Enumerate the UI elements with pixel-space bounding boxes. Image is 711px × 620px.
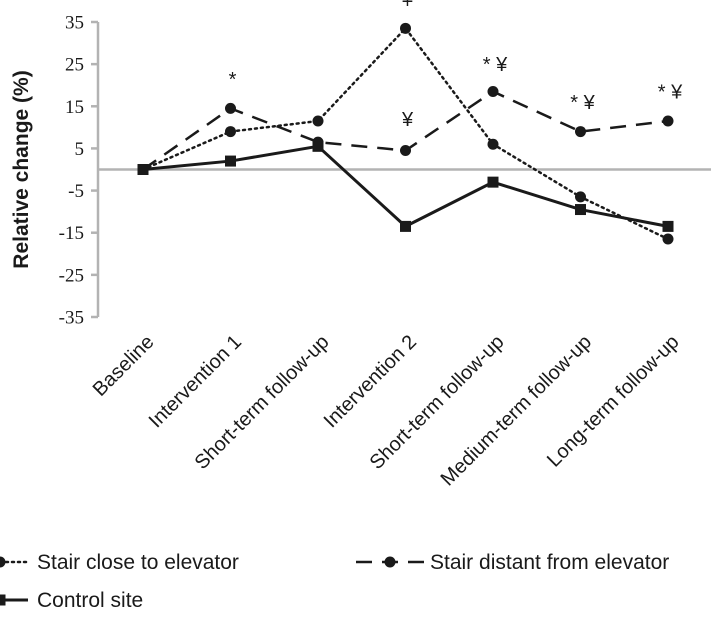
y-tick-label: 5 <box>75 139 85 160</box>
data-point <box>225 102 236 114</box>
data-point <box>575 126 586 138</box>
data-point <box>487 138 499 150</box>
series-line <box>142 144 669 229</box>
series-0 <box>137 22 674 245</box>
legend-item-2: Control site <box>0 589 143 612</box>
y-tick-label: 35 <box>65 13 84 34</box>
data-point <box>400 220 411 232</box>
annotation-layer: * + ¥ * ¥ * ¥ * ¥ <box>229 0 684 131</box>
y-tick-label: -15 <box>59 223 84 244</box>
significance-annotation: * ¥ <box>658 82 683 104</box>
data-point <box>487 176 499 188</box>
data-point <box>312 136 324 148</box>
legend-item-0: Stair close to elevator <box>0 551 239 574</box>
series-line <box>141 26 670 241</box>
y-tick-label: -35 <box>59 308 84 329</box>
data-point <box>312 115 324 127</box>
y-tick-label: -25 <box>59 265 84 286</box>
data-point <box>487 86 499 98</box>
data-point <box>137 164 149 175</box>
y-tick-label: -5 <box>68 181 84 202</box>
legend-swatch-marker <box>0 556 6 568</box>
y-axis: 35 25 15 5 -5 -15 -25 -35 <box>59 13 100 329</box>
legend-swatch-marker <box>0 594 6 606</box>
legend-swatch-marker <box>384 556 396 568</box>
data-point <box>400 22 411 34</box>
data-point <box>662 220 674 232</box>
data-point <box>662 233 674 245</box>
legend: Stair close to elevator Stair distant fro… <box>0 551 669 612</box>
significance-annotation: + <box>402 0 414 13</box>
significance-annotation: * ¥ <box>570 92 595 114</box>
significance-annotation: * <box>229 69 237 91</box>
series-layer <box>137 22 674 245</box>
data-point <box>225 155 236 167</box>
y-tick-label: 25 <box>65 55 84 76</box>
data-point <box>575 191 586 203</box>
data-point <box>662 115 674 127</box>
legend-label: Control site <box>37 589 143 612</box>
data-point <box>575 204 586 216</box>
data-point <box>225 126 236 138</box>
legend-item-1: Stair distant from elevator <box>356 551 669 574</box>
significance-annotation: ¥ <box>401 109 414 131</box>
data-point <box>400 145 411 157</box>
legend-label: Stair close to elevator <box>37 551 239 574</box>
x-tick-label: Baseline <box>89 331 159 401</box>
y-tick-label: 15 <box>65 97 84 118</box>
x-tick-label: Medium-term follow-up <box>437 331 596 490</box>
significance-annotation: * ¥ <box>483 54 508 76</box>
legend-label: Stair distant from elevator <box>430 551 669 574</box>
y-axis-label: Relative change (%) <box>10 70 33 268</box>
